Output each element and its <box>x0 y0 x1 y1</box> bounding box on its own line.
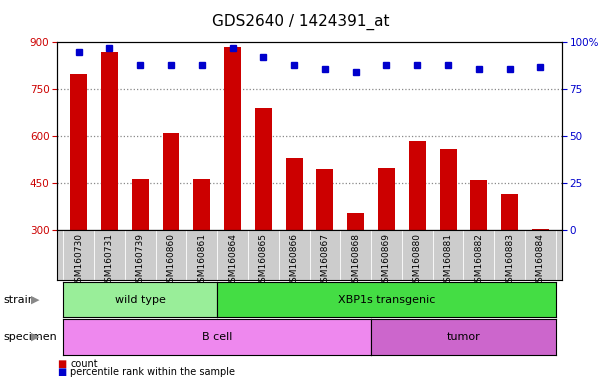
Text: B cell: B cell <box>202 332 233 342</box>
Bar <box>70 74 87 230</box>
Text: GSM160860: GSM160860 <box>166 233 175 288</box>
Text: GSM160739: GSM160739 <box>136 233 145 288</box>
Text: specimen: specimen <box>3 332 56 342</box>
Text: tumor: tumor <box>447 332 480 342</box>
Bar <box>471 180 487 230</box>
Bar <box>162 133 180 230</box>
Text: GSM160884: GSM160884 <box>536 233 545 288</box>
Text: ▶: ▶ <box>31 295 40 305</box>
Text: strain: strain <box>3 295 35 305</box>
Text: XBP1s transgenic: XBP1s transgenic <box>338 295 435 305</box>
Bar <box>285 158 302 230</box>
Text: GSM160869: GSM160869 <box>382 233 391 288</box>
Bar <box>439 149 457 230</box>
Bar <box>255 108 272 230</box>
Bar <box>317 169 334 230</box>
Bar <box>194 179 210 230</box>
Text: ■: ■ <box>57 359 66 369</box>
Bar <box>132 179 148 230</box>
Bar <box>409 141 426 230</box>
Text: percentile rank within the sample: percentile rank within the sample <box>70 367 236 377</box>
Text: GSM160883: GSM160883 <box>505 233 514 288</box>
Bar <box>501 194 518 230</box>
Text: GSM160880: GSM160880 <box>413 233 422 288</box>
Text: GSM160731: GSM160731 <box>105 233 114 288</box>
Bar <box>101 52 118 230</box>
Text: GSM160882: GSM160882 <box>474 233 483 288</box>
Text: GSM160730: GSM160730 <box>74 233 83 288</box>
Text: wild type: wild type <box>115 295 166 305</box>
Text: ■: ■ <box>57 367 66 377</box>
Text: GSM160868: GSM160868 <box>351 233 360 288</box>
Bar <box>532 229 549 230</box>
Text: GSM160861: GSM160861 <box>197 233 206 288</box>
Bar <box>224 47 241 230</box>
Bar <box>378 168 395 230</box>
Text: GSM160866: GSM160866 <box>290 233 299 288</box>
Text: ▶: ▶ <box>31 332 40 342</box>
Text: GSM160865: GSM160865 <box>259 233 268 288</box>
Text: GDS2640 / 1424391_at: GDS2640 / 1424391_at <box>212 13 389 30</box>
Text: GSM160867: GSM160867 <box>320 233 329 288</box>
Bar <box>347 213 364 230</box>
Text: count: count <box>70 359 98 369</box>
Text: GSM160881: GSM160881 <box>444 233 453 288</box>
Text: GSM160864: GSM160864 <box>228 233 237 288</box>
